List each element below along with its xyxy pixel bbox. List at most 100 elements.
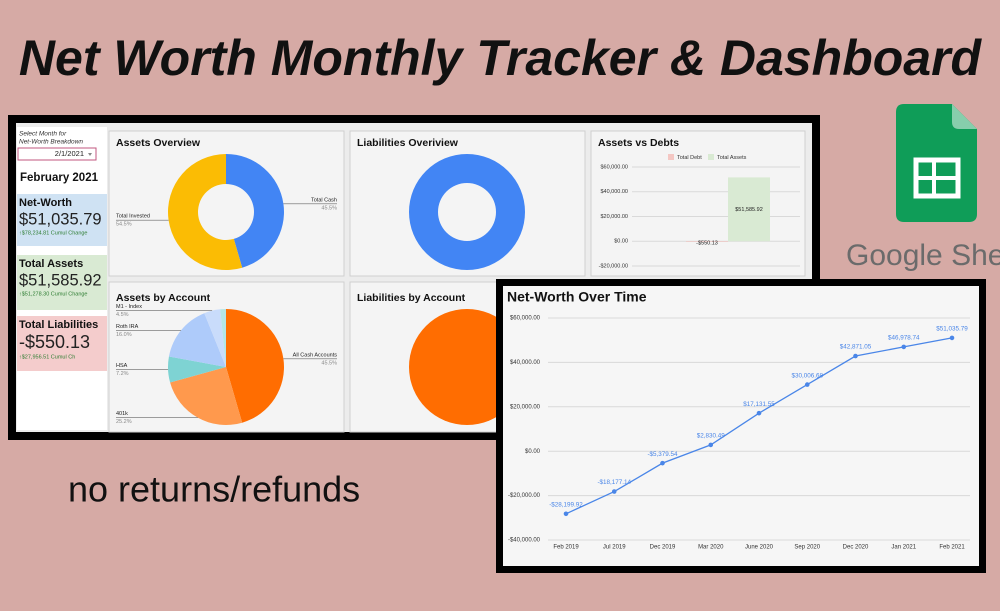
slice-label: HSA xyxy=(116,363,128,369)
y-tick-label: $0.00 xyxy=(614,239,628,245)
y-tick-label: $20,000.00 xyxy=(510,404,541,410)
slice xyxy=(226,154,284,268)
data-label: $51,585.92 xyxy=(735,207,763,213)
prompt: Net-Worth Breakdown xyxy=(19,139,83,146)
chart-title: Net-Worth Over Time xyxy=(507,289,647,305)
bar xyxy=(728,177,770,242)
data-label: -$5,379.54 xyxy=(647,451,678,458)
net-worth-panel: Net-Worth Over Time $60,000.00 $40,000.00… xyxy=(496,279,986,573)
x-tick-label: Dec 2020 xyxy=(843,545,869,551)
slice xyxy=(226,309,284,423)
slice-value: 7.2% xyxy=(116,371,129,377)
slice xyxy=(167,356,226,383)
bar xyxy=(686,241,728,242)
point xyxy=(563,511,569,517)
legend-swatch xyxy=(708,154,714,160)
slice-value: 16.0% xyxy=(116,332,132,338)
slice-label: All Cash Accounts xyxy=(293,352,338,358)
chart-panel xyxy=(590,130,806,277)
x-tick-label: Dec 2019 xyxy=(650,545,676,551)
data-label: $42,871.05 xyxy=(840,344,872,351)
data-label: -$18,177.14 xyxy=(597,479,631,486)
point xyxy=(804,382,810,387)
chart-panel xyxy=(503,286,979,566)
slice-value: 45.5% xyxy=(321,205,337,211)
logo-fold xyxy=(952,104,977,129)
slice-value: 25.2% xyxy=(116,419,132,425)
footer-note: no returns/refunds xyxy=(68,469,360,510)
card-value: $51,035.79 xyxy=(19,210,102,228)
card-label: Total Assets xyxy=(19,258,83,270)
slice xyxy=(220,308,226,367)
y-tick-label: -$20,000.00 xyxy=(508,493,541,499)
card-label: Total Liabilities xyxy=(19,319,98,331)
y-tick-label: $60,000.00 xyxy=(600,164,628,170)
point xyxy=(660,460,665,466)
date-select[interactable] xyxy=(17,147,97,161)
data-label: $46,978.74 xyxy=(888,335,920,342)
y-tick-label: $60,000.00 xyxy=(510,316,541,322)
point xyxy=(901,344,907,350)
x-tick-label: Feb 2019 xyxy=(553,545,579,551)
y-tick-label: -$20,000.00 xyxy=(599,263,628,269)
y-tick-label: -$40,000.00 xyxy=(508,538,541,544)
legend-swatch xyxy=(668,154,674,160)
chart-title: Assets vs Debts xyxy=(598,137,679,149)
card-change: ↑$27,956.51 Cumul Ch xyxy=(19,354,75,360)
card-change: ↑$78,234.81 Cumul Change xyxy=(19,230,88,236)
x-tick-label: Feb 2021 xyxy=(939,545,965,551)
page-title: Net Worth Monthly Tracker & Dashboard xyxy=(19,30,983,86)
slice-label: Total Invested xyxy=(116,214,150,220)
chart-title: Assets Overview xyxy=(116,137,201,149)
y-tick-label: $0.00 xyxy=(525,449,541,455)
x-tick-label: June 2020 xyxy=(745,545,774,551)
point xyxy=(853,353,858,359)
chart-title: Assets by Account xyxy=(116,292,211,304)
slice xyxy=(204,309,226,367)
y-tick-label: $40,000.00 xyxy=(600,189,628,195)
chart-title: Liabilities Overiview xyxy=(357,137,459,149)
data-label: -$550.13 xyxy=(696,241,718,247)
month: February 2021 xyxy=(20,172,99,184)
x-tick-label: Jan 2021 xyxy=(891,545,916,551)
slice xyxy=(170,367,243,425)
point xyxy=(611,489,617,494)
slice-value: 4.5% xyxy=(116,312,129,318)
logo-text: Google Sheets xyxy=(846,239,1000,272)
data-label: $51,035.79 xyxy=(936,326,968,333)
card-value: -$550.13 xyxy=(19,332,90,352)
date-value[interactable]: 2/1/2021 xyxy=(55,149,84,158)
slice-value: 54.5% xyxy=(116,222,132,228)
point xyxy=(756,410,762,416)
data-label: $17,131.55 xyxy=(743,401,775,408)
legend-label: Total Debt xyxy=(677,155,702,161)
card xyxy=(17,316,107,371)
slice xyxy=(168,313,226,367)
slice-label: 401k xyxy=(116,411,128,417)
slice-value: 45.5% xyxy=(321,360,337,366)
point xyxy=(708,442,714,448)
prompt: Select Month for xyxy=(19,131,67,138)
y-tick-label: $40,000.00 xyxy=(510,360,541,366)
x-tick-label: Sep 2020 xyxy=(794,545,820,551)
data-label: $2,830.49 xyxy=(697,433,726,440)
y-tick-label: $20,000.00 xyxy=(600,214,628,220)
x-tick-label: Mar 2020 xyxy=(698,545,724,551)
slice-label: M1 - Index xyxy=(116,304,142,310)
x-tick-label: Jul 2019 xyxy=(603,545,626,551)
card-label: Net-Worth xyxy=(19,197,72,209)
legend-label: Total Assets xyxy=(717,155,747,161)
card-value: $51,585.92 xyxy=(19,271,102,289)
point xyxy=(949,335,955,341)
slice xyxy=(409,154,525,270)
logo: Google Sheets xyxy=(846,104,1000,272)
slice-label: Roth IRA xyxy=(116,324,139,330)
data-label: $30,006.68 xyxy=(791,372,823,379)
card xyxy=(17,194,107,246)
data-label: -$28,199.92 xyxy=(549,501,583,508)
card-change: ↑$51,278.30 Cumul Change xyxy=(19,291,88,297)
dropdown-arrow xyxy=(88,153,92,156)
slice-label: Total Cash xyxy=(311,197,337,203)
card xyxy=(17,255,107,310)
